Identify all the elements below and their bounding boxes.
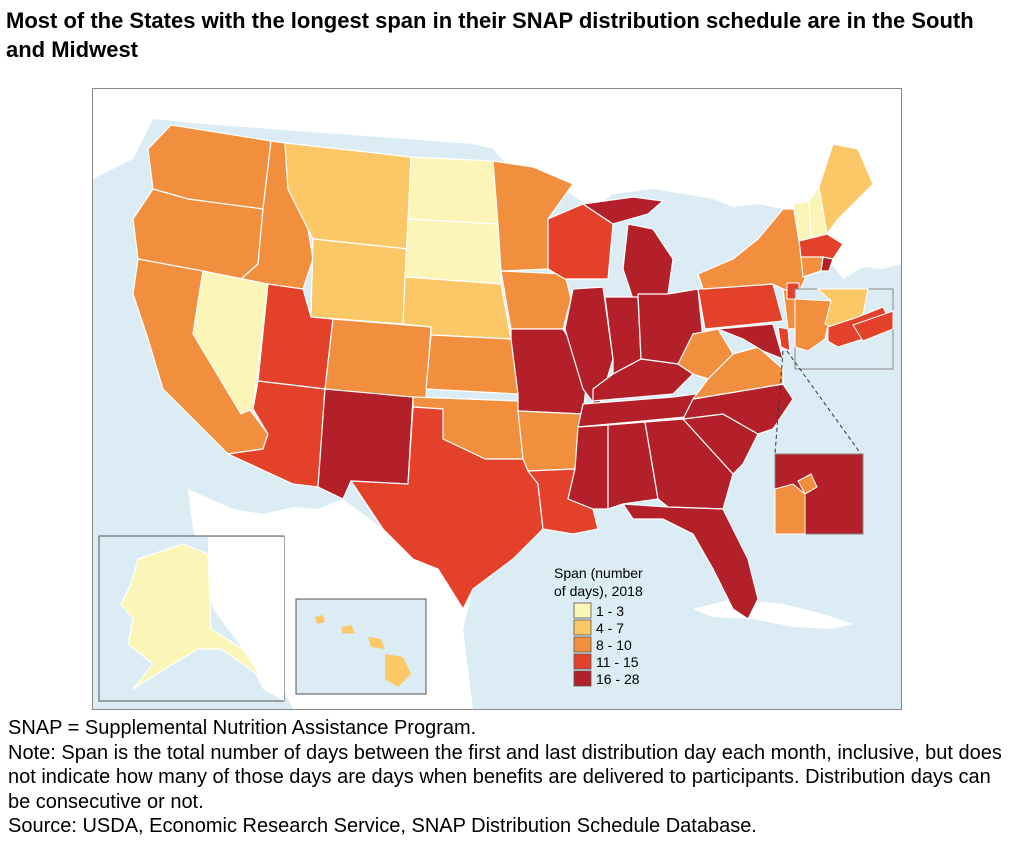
legend-label: 11 - 15 (596, 654, 639, 670)
state-iowa (500, 270, 572, 330)
dc-inset-district (797, 473, 818, 495)
state-michigan-upper (582, 196, 664, 225)
alaska-canada-land (208, 537, 284, 701)
span-note: Note: Span is the total number of days b… (8, 741, 1002, 813)
notes: SNAP = Supplemental Nutrition Assistance… (8, 716, 1018, 839)
legend-swatch (573, 602, 592, 619)
state-nevada (192, 270, 269, 415)
nyc-inset-li (852, 310, 894, 342)
legend-swatch (573, 670, 592, 687)
state-delaware (777, 326, 791, 352)
legend-swatch (573, 619, 592, 636)
legend-label: 8 - 10 (596, 637, 632, 653)
canada-land (93, 89, 901, 279)
state-alaska (120, 543, 262, 690)
state-new-york (697, 208, 806, 295)
abbreviation-note: SNAP = Supplemental Nutrition Assistance… (8, 717, 477, 739)
legend-title-line1: Span (number (554, 565, 643, 581)
source-note: Source: USDA, Economic Research Service,… (8, 815, 757, 837)
state-alabama (607, 421, 659, 510)
legend-swatch (573, 636, 592, 653)
state-rhode-island (820, 256, 834, 272)
state-connecticut (800, 256, 824, 278)
state-kansas (425, 334, 519, 395)
hawaii-inset (295, 598, 427, 695)
legend-label: 16 - 28 (596, 671, 640, 687)
nyc-inset-nj (794, 298, 834, 352)
us-map: Span (number of days), 2018 1 - 34 - 78 … (93, 89, 901, 709)
state-florida (622, 503, 759, 620)
state-pennsylvania (697, 283, 784, 330)
state-massachusetts (798, 233, 844, 260)
hawaii-oahu (341, 625, 355, 634)
cuba-land (693, 599, 853, 629)
hawaii-maui (368, 637, 385, 649)
state-michigan (622, 223, 674, 300)
state-virginia (692, 346, 784, 400)
state-colorado (324, 318, 432, 400)
hawaii-big-island (385, 654, 411, 687)
state-wyoming (310, 238, 409, 325)
legend-title-line2: of days), 2018 (554, 583, 643, 599)
legend-label: 4 - 7 (596, 620, 624, 636)
dc-inset-virginia (774, 483, 806, 535)
legend-label: 1 - 3 (596, 603, 624, 619)
map-title: Most of the States with the longest span… (6, 8, 974, 62)
state-arkansas (517, 410, 584, 472)
state-south-dakota (404, 218, 502, 285)
state-maryland (717, 323, 784, 360)
hawaii-kauai (315, 615, 325, 624)
legend-swatch (573, 653, 592, 670)
dc-connector-1 (774, 350, 784, 455)
state-north-dakota (407, 156, 499, 225)
legend: Span (number of days), 2018 1 - 34 - 78 … (554, 565, 643, 687)
state-texas (350, 406, 544, 610)
dc-connector-2 (786, 350, 862, 455)
